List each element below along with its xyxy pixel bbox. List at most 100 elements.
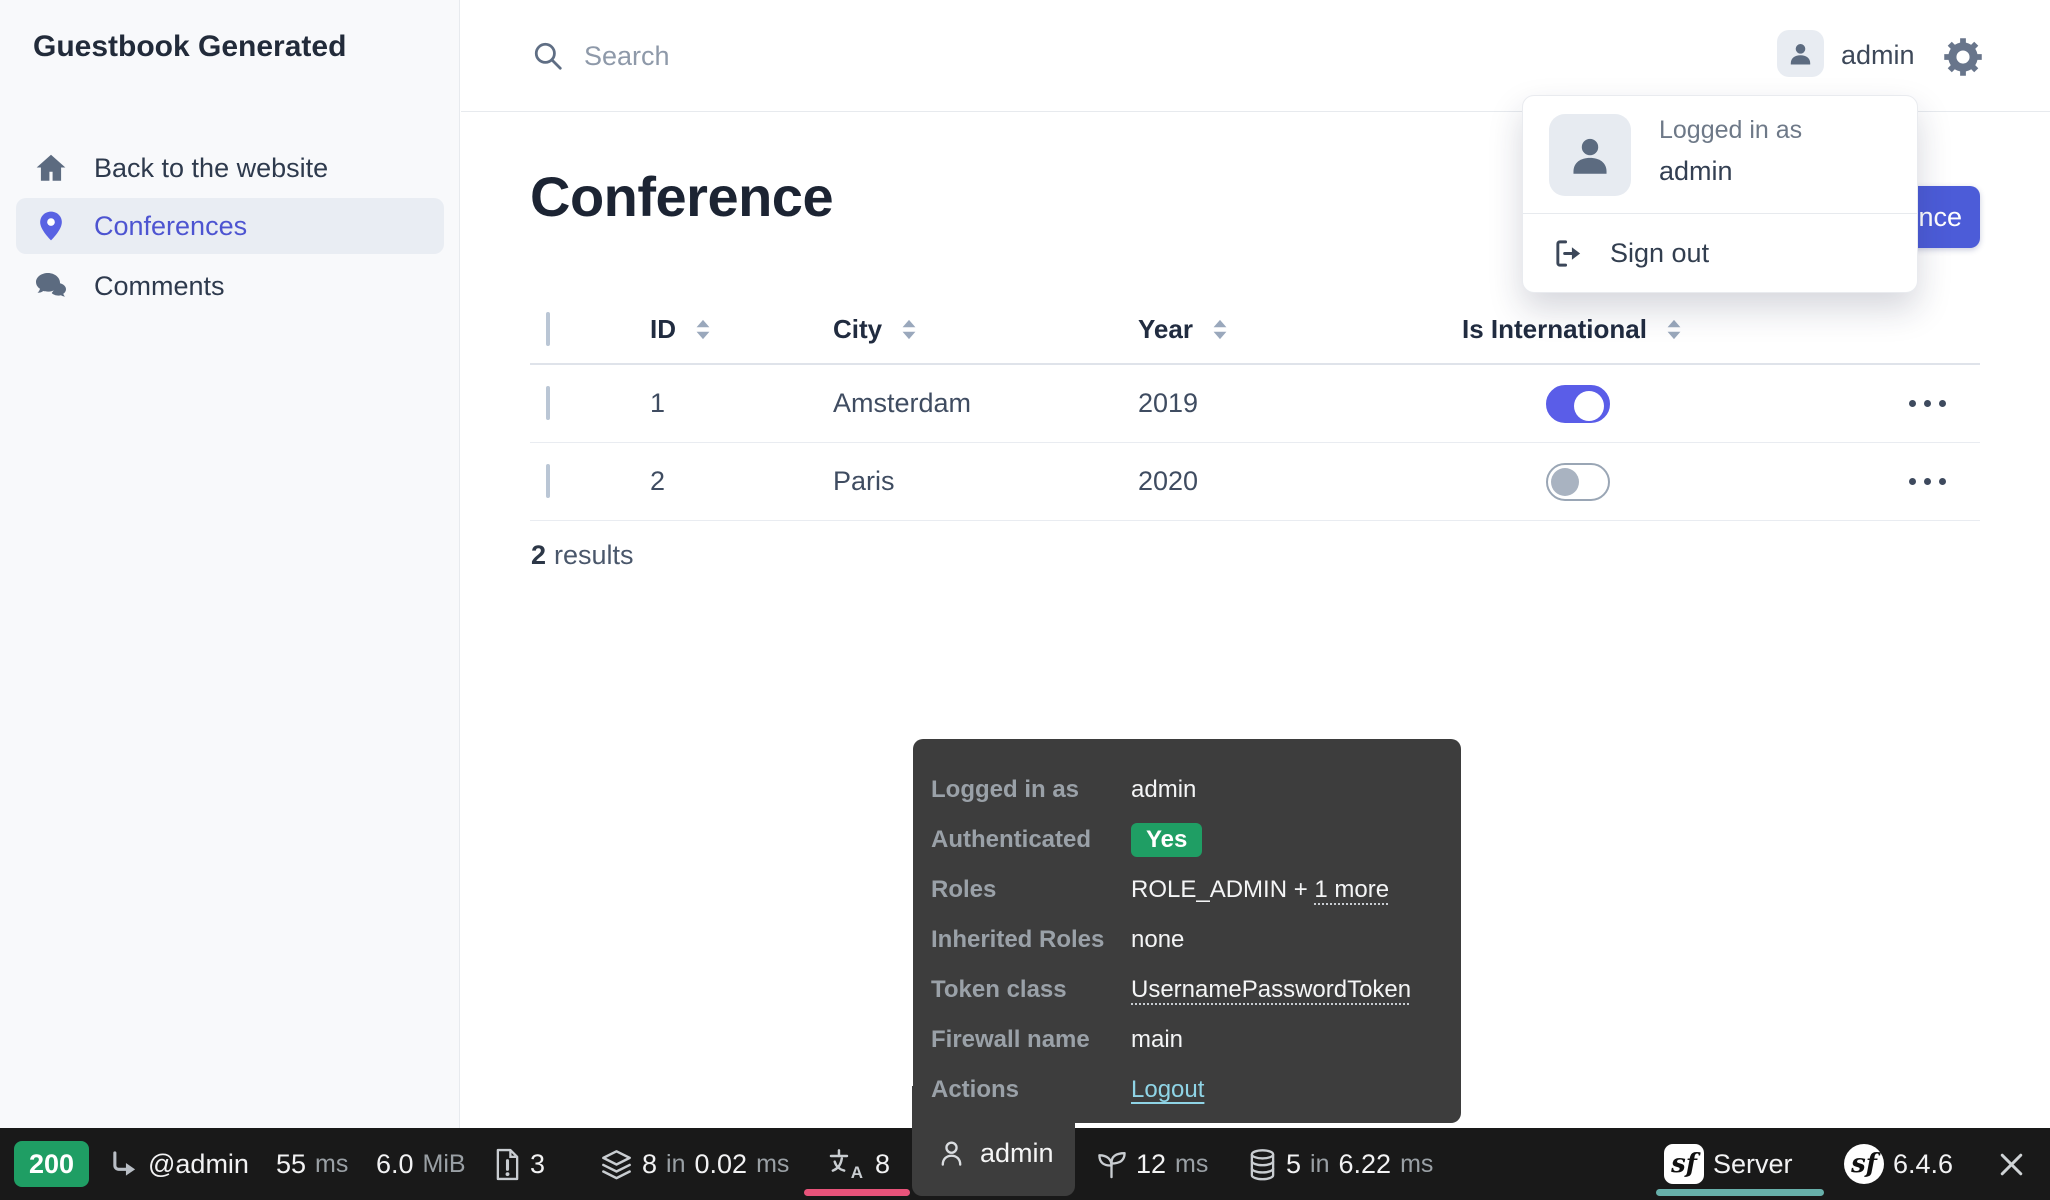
cache-in: in: [666, 1149, 686, 1178]
row-checkbox[interactable]: [546, 386, 550, 420]
toolbar-memory[interactable]: 6.0 MiB: [376, 1128, 466, 1200]
row-checkbox[interactable]: [546, 464, 550, 498]
column-header-is-international[interactable]: Is International: [1462, 313, 1647, 344]
toolbar-close-button[interactable]: [1996, 1128, 2027, 1200]
sidebar-item-label: Comments: [94, 270, 225, 301]
panel-label: Logged in as: [931, 776, 1080, 803]
panel-row: Inherited Roles none: [931, 915, 1441, 965]
sidebar-item-comments[interactable]: Comments: [16, 258, 444, 314]
twig-unit: ms: [1175, 1149, 1209, 1178]
security-user: admin: [980, 1138, 1054, 1168]
panel-row: Token class UsernamePasswordToken: [931, 965, 1441, 1015]
sign-out-label: Sign out: [1610, 238, 1710, 268]
sidebar-item-back-to-website[interactable]: Back to the website: [16, 140, 444, 196]
dropdown-username: admin: [1659, 156, 1733, 186]
user-avatar[interactable]: [1777, 30, 1824, 77]
sidebar-item-label: Back to the website: [94, 152, 329, 183]
dropdown-avatar: [1549, 114, 1631, 196]
sf-logo-text: sf: [1671, 1149, 1697, 1179]
toolbar-database[interactable]: 5 in 6.22 ms: [1248, 1128, 1433, 1200]
log-file-icon: [494, 1148, 521, 1181]
is-international-toggle[interactable]: [1546, 384, 1610, 423]
translations-count: 8: [875, 1148, 891, 1179]
logs-count: 3: [530, 1148, 546, 1179]
toolbar-route[interactable]: @admin: [110, 1128, 249, 1200]
db-time: 6.22: [1338, 1148, 1392, 1179]
is-international-toggle[interactable]: [1546, 462, 1610, 501]
map-pin-icon: [34, 209, 68, 243]
chat-icon: [34, 269, 68, 303]
person-outline-icon: [936, 1138, 967, 1169]
toolbar-logs[interactable]: 3: [494, 1128, 545, 1200]
select-all-checkbox[interactable]: [546, 311, 550, 346]
panel-value: ROLE_ADMIN + 1 more: [1131, 876, 1389, 904]
toolbar-symfony-version[interactable]: sf 6.4.6: [1844, 1128, 1953, 1200]
table-header-row: ID City Year Is International: [530, 295, 1980, 365]
toolbar-cache[interactable]: 8 in 0.02 ms: [600, 1128, 789, 1200]
search-input[interactable]: [584, 34, 1104, 78]
cache-unit: ms: [756, 1149, 790, 1178]
cell-year: 2020: [1138, 466, 1199, 496]
topbar-username[interactable]: admin: [1841, 40, 1915, 70]
logout-link[interactable]: Logout: [1131, 1076, 1205, 1103]
column-header-year[interactable]: Year: [1138, 313, 1193, 344]
status-code-badge: 200: [14, 1141, 89, 1187]
results-count: 2 results: [531, 540, 634, 571]
roles-value: ROLE_ADMIN +: [1131, 876, 1315, 903]
results-number: 2: [531, 540, 547, 570]
panel-label: Actions: [931, 1076, 1020, 1103]
row-actions-menu[interactable]: [1907, 392, 1948, 415]
toolbar-translations[interactable]: 8: [828, 1128, 890, 1200]
memory-unit: MiB: [422, 1149, 466, 1178]
table-row: 2 Paris 2020: [530, 443, 1980, 521]
sidebar-item-conferences[interactable]: Conferences: [16, 198, 444, 254]
symfony-logo-circle: sf: [1844, 1144, 1884, 1184]
db-query-count: 5: [1286, 1148, 1302, 1179]
home-icon: [34, 151, 68, 185]
panel-value: admin: [1131, 776, 1197, 803]
toolbar-http-status[interactable]: 200: [14, 1128, 89, 1200]
sort-icon[interactable]: [1663, 317, 1685, 342]
database-icon: [1248, 1148, 1277, 1181]
toolbar-server[interactable]: sf Server: [1664, 1128, 1793, 1200]
panel-label: Firewall name: [931, 1026, 1090, 1053]
cell-id: 2: [650, 466, 666, 496]
cache-count: 8: [642, 1148, 658, 1179]
security-tooltip-panel: Logged in as admin Authenticated Yes Rol…: [913, 739, 1461, 1123]
table-row: 1 Amsterdam 2019: [530, 365, 1980, 443]
cell-year: 2019: [1138, 388, 1199, 418]
column-header-id[interactable]: ID: [650, 313, 676, 344]
panel-value: none: [1131, 926, 1185, 953]
page-title: Conference: [530, 165, 834, 228]
cell-city: Amsterdam: [833, 388, 972, 418]
panel-label: Authenticated: [931, 826, 1092, 853]
toolbar-twig[interactable]: 12 ms: [1096, 1128, 1208, 1200]
token-class-value: UsernamePasswordToken: [1131, 976, 1412, 1003]
roles-more-link[interactable]: 1 more: [1314, 876, 1390, 903]
panel-row: Authenticated Yes: [931, 815, 1441, 865]
time-unit: ms: [315, 1149, 349, 1178]
route-name: @admin: [148, 1148, 249, 1179]
row-actions-menu[interactable]: [1907, 470, 1948, 493]
sort-icon[interactable]: [692, 317, 714, 342]
twig-time: 12: [1136, 1148, 1167, 1179]
cell-city: Paris: [833, 466, 895, 496]
conference-table: ID City Year Is International 1 Amsterda…: [530, 295, 1980, 521]
panel-value: main: [1131, 1026, 1184, 1053]
sf-logo-text: sf: [1851, 1149, 1877, 1179]
server-label: Server: [1713, 1148, 1793, 1179]
toolbar-request-time[interactable]: 55 ms: [276, 1128, 348, 1200]
sign-out-menu-item[interactable]: Sign out: [1523, 214, 1917, 293]
column-header-city[interactable]: City: [833, 313, 883, 344]
divider: [1523, 213, 1917, 214]
search-icon: [532, 40, 564, 72]
sidebar: Guestbook Generated Back to the website …: [0, 0, 460, 1200]
person-icon: [1567, 132, 1613, 178]
server-status-underline: [1656, 1189, 1824, 1196]
db-unit: ms: [1400, 1149, 1434, 1178]
user-dropdown-menu: Logged in as admin Sign out: [1522, 95, 1918, 293]
gear-icon[interactable]: [1943, 37, 1983, 77]
sort-icon[interactable]: [898, 317, 920, 342]
sort-icon[interactable]: [1209, 317, 1231, 342]
